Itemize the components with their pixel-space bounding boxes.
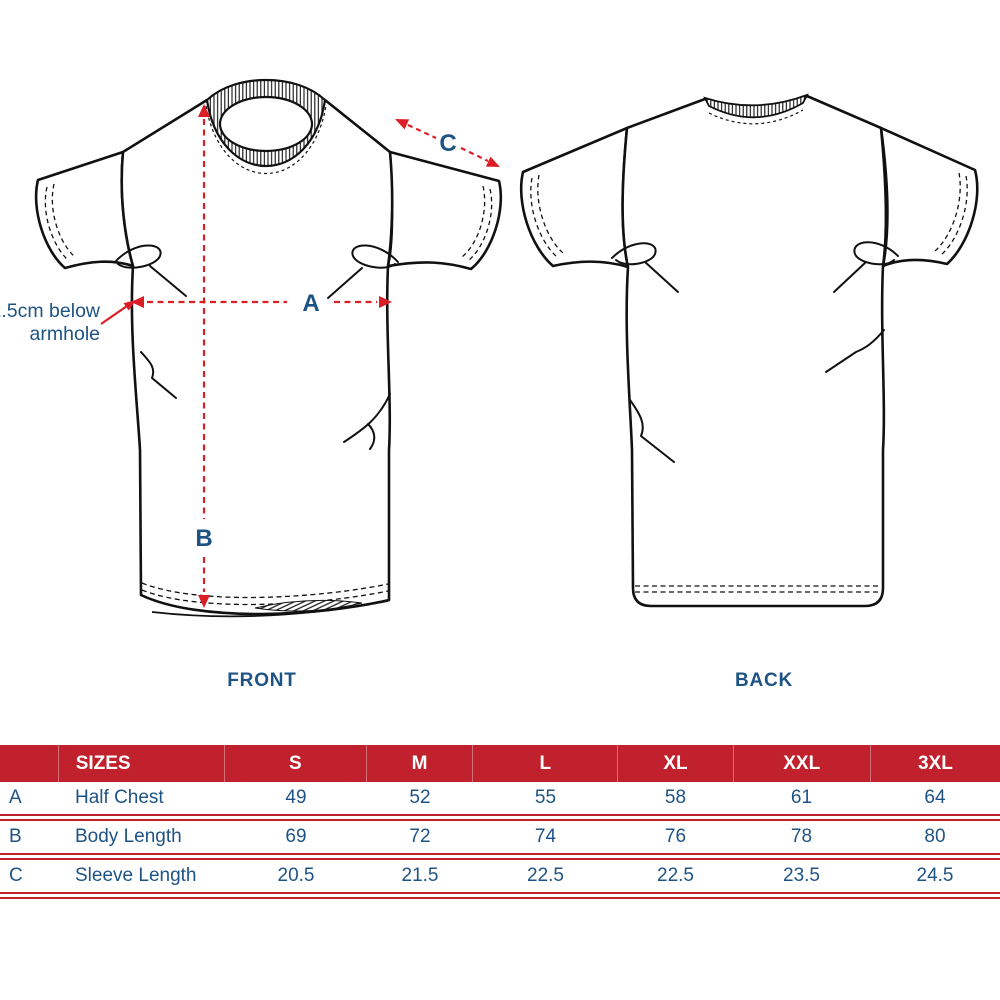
cell-value: 22.5 [657,865,694,886]
measure-a-label: A [302,290,319,317]
front-sleeve-stitching [44,183,493,262]
divider-line [0,814,1000,816]
cell-value: 64 [924,787,946,808]
back-left-sleeve [519,126,630,269]
row-label: Sleeve Length [75,865,197,886]
armhole-note: 2.5cm below armhole [0,300,136,345]
measure-b-label: B [195,525,212,552]
divider-line [0,819,1000,821]
cell-value: 76 [664,826,687,847]
measure-c-label: C [439,130,456,157]
size-table: SIZES S M L XL XXL 3XL A Half Chest 49 5… [0,745,1000,899]
cell-value: 58 [664,787,687,808]
divider-line [0,892,1000,894]
front-hem-rib-patch [254,599,363,612]
back-collar [703,93,809,119]
measure-c: C [395,119,500,167]
header-letter-cell [0,745,58,782]
back-body [621,94,888,608]
cell-value: 24.5 [916,865,954,886]
header-col-l: L [472,745,617,782]
back-caption: BACK [735,670,793,691]
cell-value: 80 [924,826,946,847]
cell-value: 21.5 [401,865,439,886]
table-row-half-chest: A Half Chest 49 52 55 58 61 64 [0,782,1000,814]
back-sleeve-stitching [530,172,968,258]
front-wrinkles [114,244,399,450]
divider-line [0,858,1000,860]
front-left-sleeve [34,150,135,270]
back-hem-stitching [635,585,881,593]
armhole-note-arrowhead [123,300,136,311]
divider-line [0,897,1000,899]
back-right-sleeve [879,126,979,268]
table-row-body-length: B Body Length 69 72 74 76 78 80 [0,821,1000,853]
front-hem-fold-line [151,600,389,618]
front-caption: FRONT [227,670,296,691]
row-divider [0,814,1000,821]
row-letter: C [9,865,23,886]
cell-value: 78 [790,826,813,847]
cell-value: 23.5 [783,865,820,886]
header-col-3xl: 3XL [869,745,1000,782]
table-bottom-divider [0,892,1000,899]
back-shirt-drawing [519,93,979,608]
cell-value: 22.5 [527,865,564,886]
row-letter: B [9,826,22,847]
measure-c-arrowheads [395,119,500,167]
front-hem-stitching [141,582,389,606]
measure-a: A [131,290,392,317]
armhole-note-text-line1: 2.5cm below [0,300,101,322]
armhole-note-text-line2: armhole [30,323,100,345]
row-letter: A [9,787,22,808]
front-collar [205,78,327,167]
header-col-xxl: XXL [732,745,870,782]
cell-value: 72 [409,826,431,847]
cell-value: 69 [285,826,307,847]
front-collar-seam [205,105,327,174]
header-col-m: M [365,745,472,782]
size-guide-diagram: A B C 2.5cm below armhole FRONT BACK [0,78,979,691]
cell-value: 20.5 [277,865,315,886]
size-table-header-row: SIZES S M L XL XXL 3XL [0,745,1000,782]
back-collar-seam [708,109,804,125]
measure-b: B [195,104,213,608]
cell-value: 49 [285,787,307,808]
cell-value: 74 [534,826,557,847]
header-col-xl: XL [617,745,732,782]
front-body [120,98,394,616]
row-label: Half Chest [75,787,164,808]
front-shirt-drawing [34,78,503,618]
row-divider [0,853,1000,860]
armhole-note-arrow [100,305,128,325]
row-label: Body Length [75,826,182,847]
header-sizes-cell: SIZES [57,745,224,782]
cell-value: 55 [534,787,557,808]
measure-c-line [407,124,489,162]
cell-value: 61 [790,787,813,808]
header-col-s: S [223,745,366,782]
table-row-sleeve-length: C Sleeve Length 20.5 21.5 22.5 22.5 23.5… [0,860,1000,892]
cell-value: 52 [409,787,431,808]
back-wrinkles [611,241,899,463]
divider-line [0,853,1000,855]
